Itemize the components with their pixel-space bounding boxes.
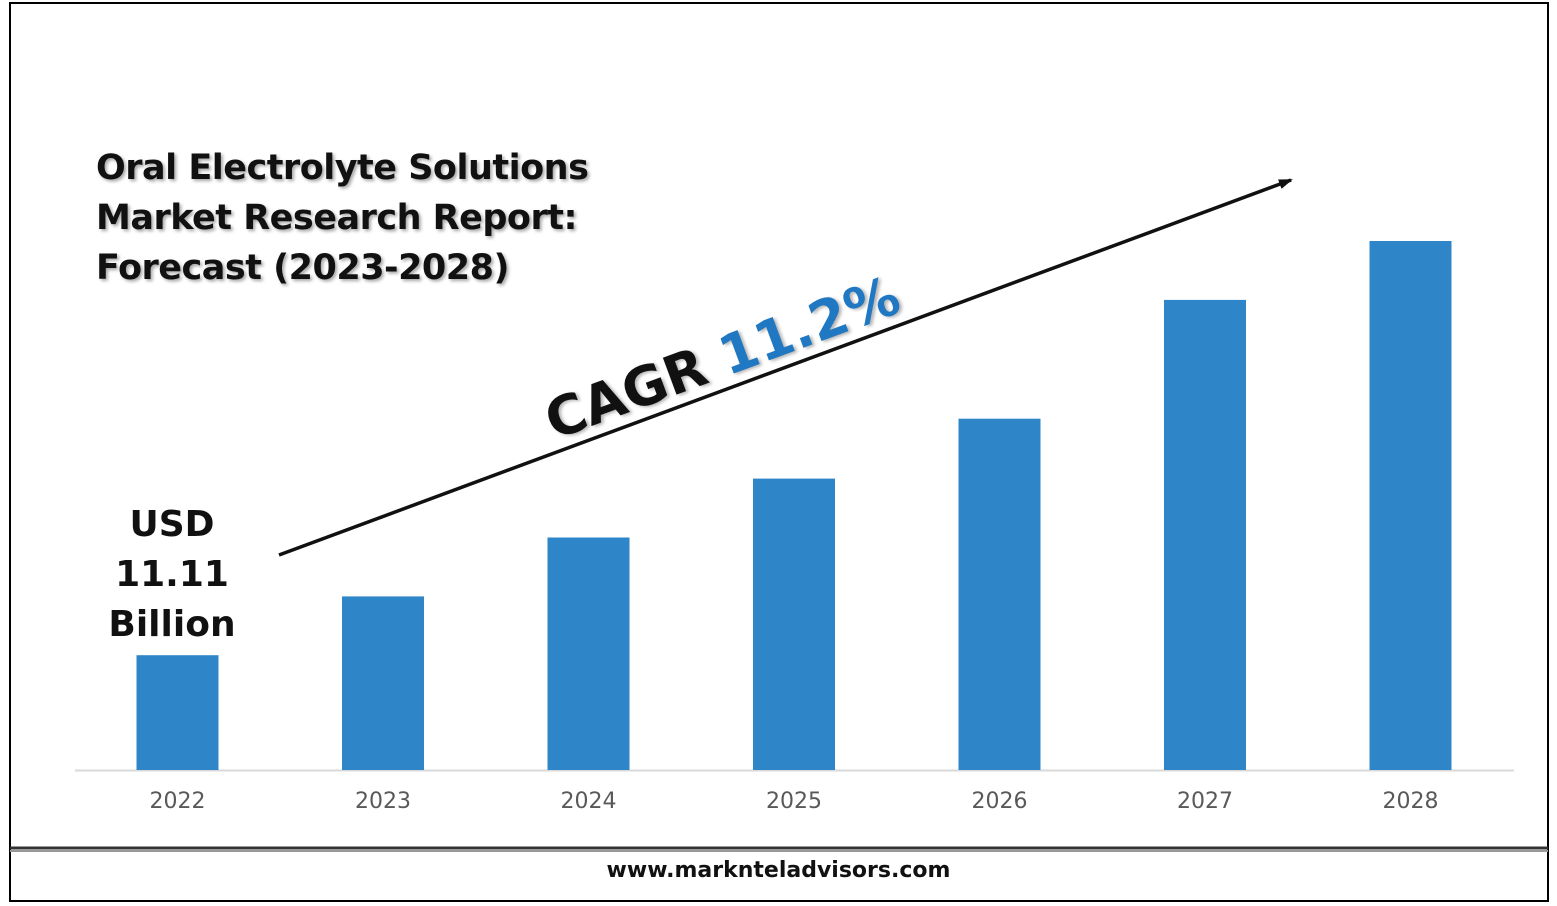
start-value-line-2: 11.11 [115,554,229,595]
bar-2024 [547,537,630,770]
bar-2026 [958,418,1041,770]
footer-website: www.marknteladvisors.com [606,858,951,883]
bar-2025 [753,478,835,770]
outer-border [9,2,1549,902]
x-tick-2025: 2025 [766,789,822,814]
bar-2022 [136,655,219,770]
bar-2027 [1164,299,1246,770]
start-value-line-3: Billion [108,604,236,645]
bars-group [136,241,1452,770]
x-tick-2026: 2026 [972,789,1028,814]
start-value-line-1: USD [129,504,215,545]
bar-2028 [1369,241,1452,770]
x-tick-2023: 2023 [355,789,411,814]
cagr-label: CAGR [537,335,716,452]
x-tick-2024: 2024 [561,789,617,814]
cagr-value: 11.2% [710,264,908,388]
x-tick-2028: 2028 [1383,789,1439,814]
x-tick-labels: 2022 2023 2024 2025 2026 2027 2028 [150,789,1439,814]
title-line-2: Market Research Report: [96,198,577,238]
cagr-annotation: CAGR11.2% [537,264,908,452]
x-tick-2027: 2027 [1177,789,1233,814]
bar-2023 [342,596,424,770]
title-line-1: Oral Electrolyte Solutions [96,148,589,188]
x-tick-2022: 2022 [150,789,206,814]
title-line-3: Forecast (2023-2028) [96,248,510,288]
trend-arrow [278,178,1293,557]
